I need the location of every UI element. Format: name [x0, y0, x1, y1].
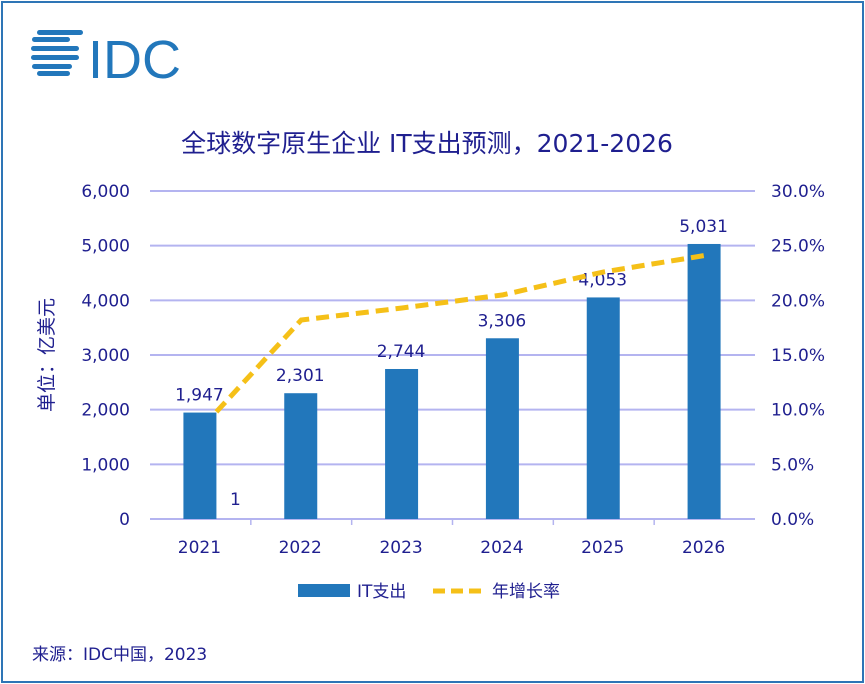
y-tick-label: 4,000 [81, 291, 130, 311]
y-tick-label: 5,000 [81, 237, 130, 257]
y2-tick-label: 0.0% [771, 510, 814, 530]
logo-stripe [32, 37, 70, 42]
bar-2025 [586, 297, 620, 519]
bar-2023 [385, 368, 419, 519]
x-tick-label: 2022 [279, 538, 322, 558]
logo-text: IDC [88, 30, 181, 90]
bar-2024 [485, 338, 519, 519]
data-label: 2,301 [276, 366, 325, 386]
y2-tick-label: 10.0% [771, 401, 825, 421]
y-tick-label: 0 [119, 510, 130, 530]
y2-tick-label: 5.0% [771, 455, 814, 475]
legend-bar-swatch [298, 584, 350, 597]
x-tick-label: 2023 [379, 538, 422, 558]
legend-bar-label: IT支出 [357, 582, 406, 602]
y-tick-label: 3,000 [81, 346, 130, 366]
bar-2022 [284, 393, 318, 519]
y2-tick-label: 15.0% [771, 346, 825, 366]
y2-tick-label: 30.0% [771, 182, 825, 202]
legend-line-label: 年增长率 [492, 582, 560, 602]
stray-data-label: 1 [230, 490, 241, 510]
logo-stripe [37, 71, 70, 76]
y-axis-label: 单位：亿美元 [36, 298, 58, 412]
logo-stripe [32, 64, 72, 69]
source-note: 来源：IDC中国，2023 [32, 645, 208, 665]
x-tick-label: 2025 [581, 538, 624, 558]
growth-rate-line [214, 253, 705, 414]
data-label: 5,031 [679, 217, 728, 237]
data-label: 4,053 [578, 270, 627, 290]
bar-2026 [687, 243, 721, 520]
data-label: 3,306 [478, 311, 527, 331]
idc-logo: IDC [31, 30, 181, 90]
data-label: 1,947 [175, 386, 224, 406]
y-tick-label: 1,000 [81, 455, 130, 475]
x-tick-label: 2021 [178, 538, 221, 558]
y-tick-label: 2,000 [81, 401, 130, 421]
chart-title: 全球数字原生企业 IT支出预测，2021-2026 [181, 129, 673, 158]
y2-tick-label: 25.0% [771, 237, 825, 257]
bar-2021 [183, 412, 217, 519]
x-tick-label: 2024 [480, 538, 523, 558]
y2-tick-label: 20.0% [771, 291, 825, 311]
logo-stripe [31, 46, 79, 51]
logo-stripe [37, 30, 83, 35]
y-tick-label: 6,000 [81, 182, 130, 202]
x-tick-label: 2026 [682, 538, 725, 558]
logo-stripe [31, 55, 79, 60]
data-label: 2,744 [377, 342, 426, 362]
